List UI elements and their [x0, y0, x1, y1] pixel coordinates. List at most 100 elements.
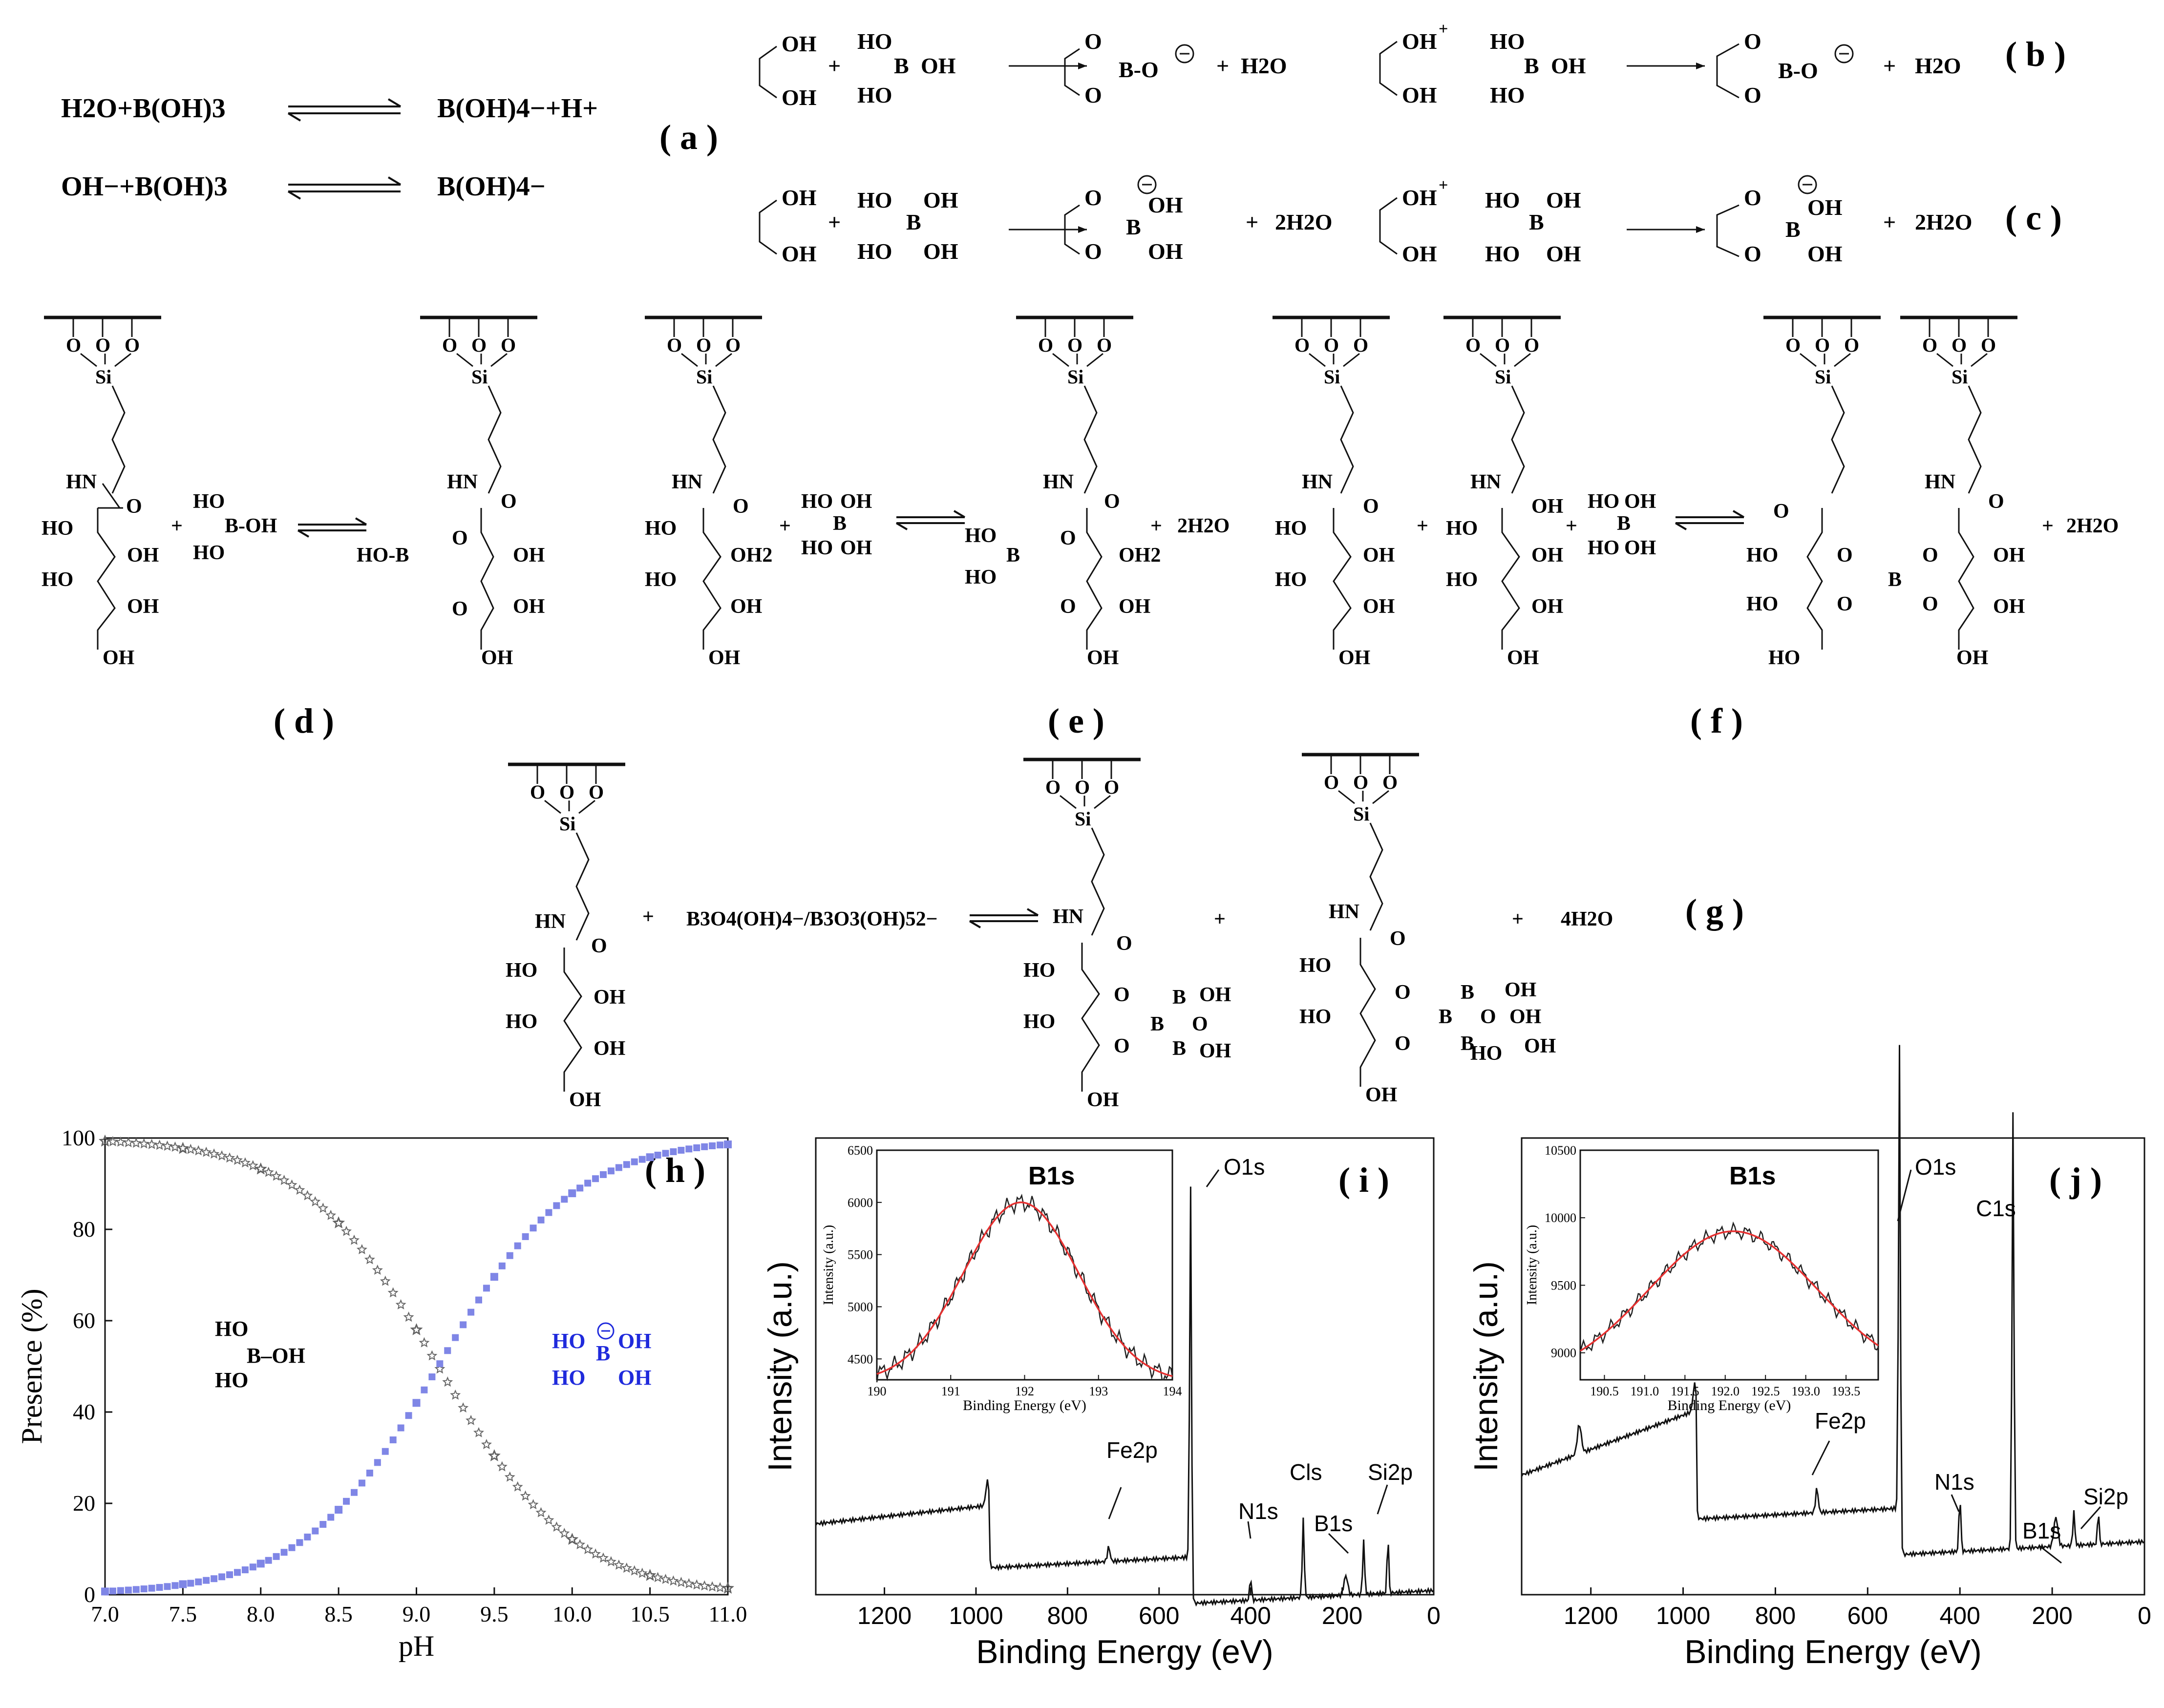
- chart-j-peak-n1s: N1s: [1934, 1469, 1974, 1495]
- svg-text:B: B: [1126, 214, 1141, 239]
- chart-j-xtick-label: 800: [1755, 1602, 1796, 1629]
- h-star-marker: [201, 1146, 212, 1157]
- svg-text:OH: OH: [921, 53, 956, 78]
- svg-text:HO: HO: [552, 1329, 585, 1353]
- h-square-marker: [218, 1573, 226, 1581]
- h-ytick-label: 0: [84, 1582, 95, 1607]
- b-water-1: H2O: [1241, 53, 1287, 78]
- h-square-marker: [171, 1582, 179, 1589]
- h-square-marker: [444, 1347, 451, 1354]
- label-a: ( a ): [659, 118, 718, 157]
- h-square-marker: [553, 1202, 560, 1209]
- svg-text:B: B: [1461, 981, 1474, 1004]
- h-star-marker: [496, 1461, 508, 1472]
- svg-text:OH: OH: [1148, 192, 1183, 217]
- h-square-marker: [140, 1585, 148, 1593]
- svg-text:OH: OH: [594, 1037, 625, 1060]
- svg-text:OH: OH: [782, 31, 817, 56]
- svg-text:HN: HN: [1302, 471, 1333, 493]
- svg-text:HN: HN: [1470, 471, 1501, 493]
- h-square-marker: [631, 1158, 638, 1165]
- h-star-marker: [130, 1137, 142, 1148]
- h-star-marker: [528, 1499, 539, 1510]
- chart-j-xtick-label: 400: [1940, 1602, 1980, 1629]
- h-star-marker: [660, 1574, 671, 1584]
- svg-text:B: B: [906, 210, 921, 234]
- h-star-marker: [629, 1565, 640, 1576]
- h-star-marker: [177, 1142, 189, 1153]
- chart-j-inset-xtick-label: 192.5: [1751, 1384, 1780, 1398]
- svg-text:HO: HO: [193, 542, 225, 564]
- svg-text:HO: HO: [1746, 544, 1778, 567]
- svg-text:OH: OH: [782, 85, 817, 110]
- h-star-marker: [551, 1521, 562, 1532]
- h-square-marker: [132, 1586, 140, 1593]
- svg-text:O: O: [591, 935, 607, 957]
- h-star-marker: [247, 1160, 258, 1171]
- h-square-marker: [358, 1479, 365, 1487]
- svg-text:OH: OH: [1509, 1006, 1541, 1028]
- species-boric-acid: HO B–OH HO: [215, 1317, 305, 1392]
- chart-i-inset-raw: [876, 1194, 1173, 1383]
- svg-text:OH: OH: [103, 647, 134, 669]
- chart-i-peak-leader: [1328, 1533, 1349, 1554]
- h-star-marker: [543, 1514, 554, 1525]
- c-water-1: 2H2O: [1275, 210, 1333, 234]
- chart-i: 1200 1000 800 600 400 200 0 Binding Energy (eV)…: [762, 1137, 1441, 1670]
- svg-text:O: O: [1084, 185, 1102, 210]
- svg-text:HO: HO: [965, 566, 997, 589]
- svg-text:O: O: [1395, 981, 1411, 1004]
- svg-text:OH: OH: [1365, 1084, 1397, 1106]
- h-star-marker: [715, 1582, 726, 1593]
- svg-text:OH: OH: [1199, 1040, 1231, 1062]
- h-star-marker: [652, 1572, 663, 1582]
- svg-text:O: O: [1114, 1035, 1130, 1057]
- svg-text:HO: HO: [1446, 517, 1478, 540]
- h-square-marker: [156, 1584, 163, 1591]
- svg-text:B: B: [1785, 217, 1801, 242]
- scheme-d: HN O HO OH HO OH OH + HO B-OH HO HN O O …: [42, 317, 545, 740]
- h-square-marker: [102, 1588, 108, 1595]
- svg-text:OH: OH: [127, 544, 159, 567]
- h-square-marker: [164, 1583, 171, 1590]
- h-ytick-label: 60: [73, 1308, 95, 1333]
- svg-text:+: +: [1417, 515, 1428, 537]
- h-star-marker: [434, 1363, 446, 1374]
- chart-j-inset-xtick-label: 191.5: [1671, 1384, 1699, 1398]
- h-star-marker: [707, 1581, 718, 1592]
- h-xtick-label: 9.5: [480, 1602, 509, 1626]
- svg-text:HO: HO: [1485, 188, 1520, 212]
- svg-text:B-OH: B-OH: [225, 515, 277, 537]
- svg-text:OH: OH: [1087, 647, 1119, 669]
- h-star-marker: [458, 1402, 469, 1413]
- svg-text:O: O: [452, 598, 468, 620]
- chart-i-peak-b1s: B1s: [1314, 1511, 1353, 1536]
- svg-text:+: +: [1214, 908, 1226, 930]
- svg-text:OH: OH: [1807, 195, 1843, 220]
- chart-i-peak-fe2p: Fe2p: [1106, 1437, 1158, 1463]
- h-star-marker: [154, 1139, 165, 1150]
- svg-text:O: O: [1773, 500, 1789, 523]
- svg-text:OH: OH: [1507, 647, 1539, 669]
- h-star-marker: [170, 1141, 181, 1152]
- h-star-marker: [364, 1254, 375, 1265]
- chart-j-peak-leader: [2080, 1506, 2101, 1529]
- chart-j-inset-xtick-label: 190.5: [1590, 1384, 1619, 1398]
- h-star-marker: [582, 1544, 594, 1555]
- svg-text:B: B: [596, 1341, 610, 1365]
- h-star-marker: [395, 1299, 406, 1309]
- h-square-marker: [452, 1334, 459, 1341]
- h-square-marker: [592, 1175, 599, 1182]
- h-ytick-label: 80: [73, 1217, 95, 1242]
- svg-text:OH: OH: [1402, 185, 1437, 210]
- h-square-marker: [545, 1209, 552, 1216]
- h-star-marker: [348, 1234, 360, 1245]
- svg-text:O: O: [1104, 490, 1120, 513]
- h-star-marker: [411, 1324, 422, 1335]
- eq2-right: B(OH)4−: [437, 171, 546, 202]
- h-square-marker: [187, 1580, 194, 1587]
- svg-text:HO: HO: [1299, 1006, 1331, 1028]
- svg-text:OH: OH: [1402, 29, 1437, 54]
- h-ylabel: Presence (%): [16, 1288, 48, 1444]
